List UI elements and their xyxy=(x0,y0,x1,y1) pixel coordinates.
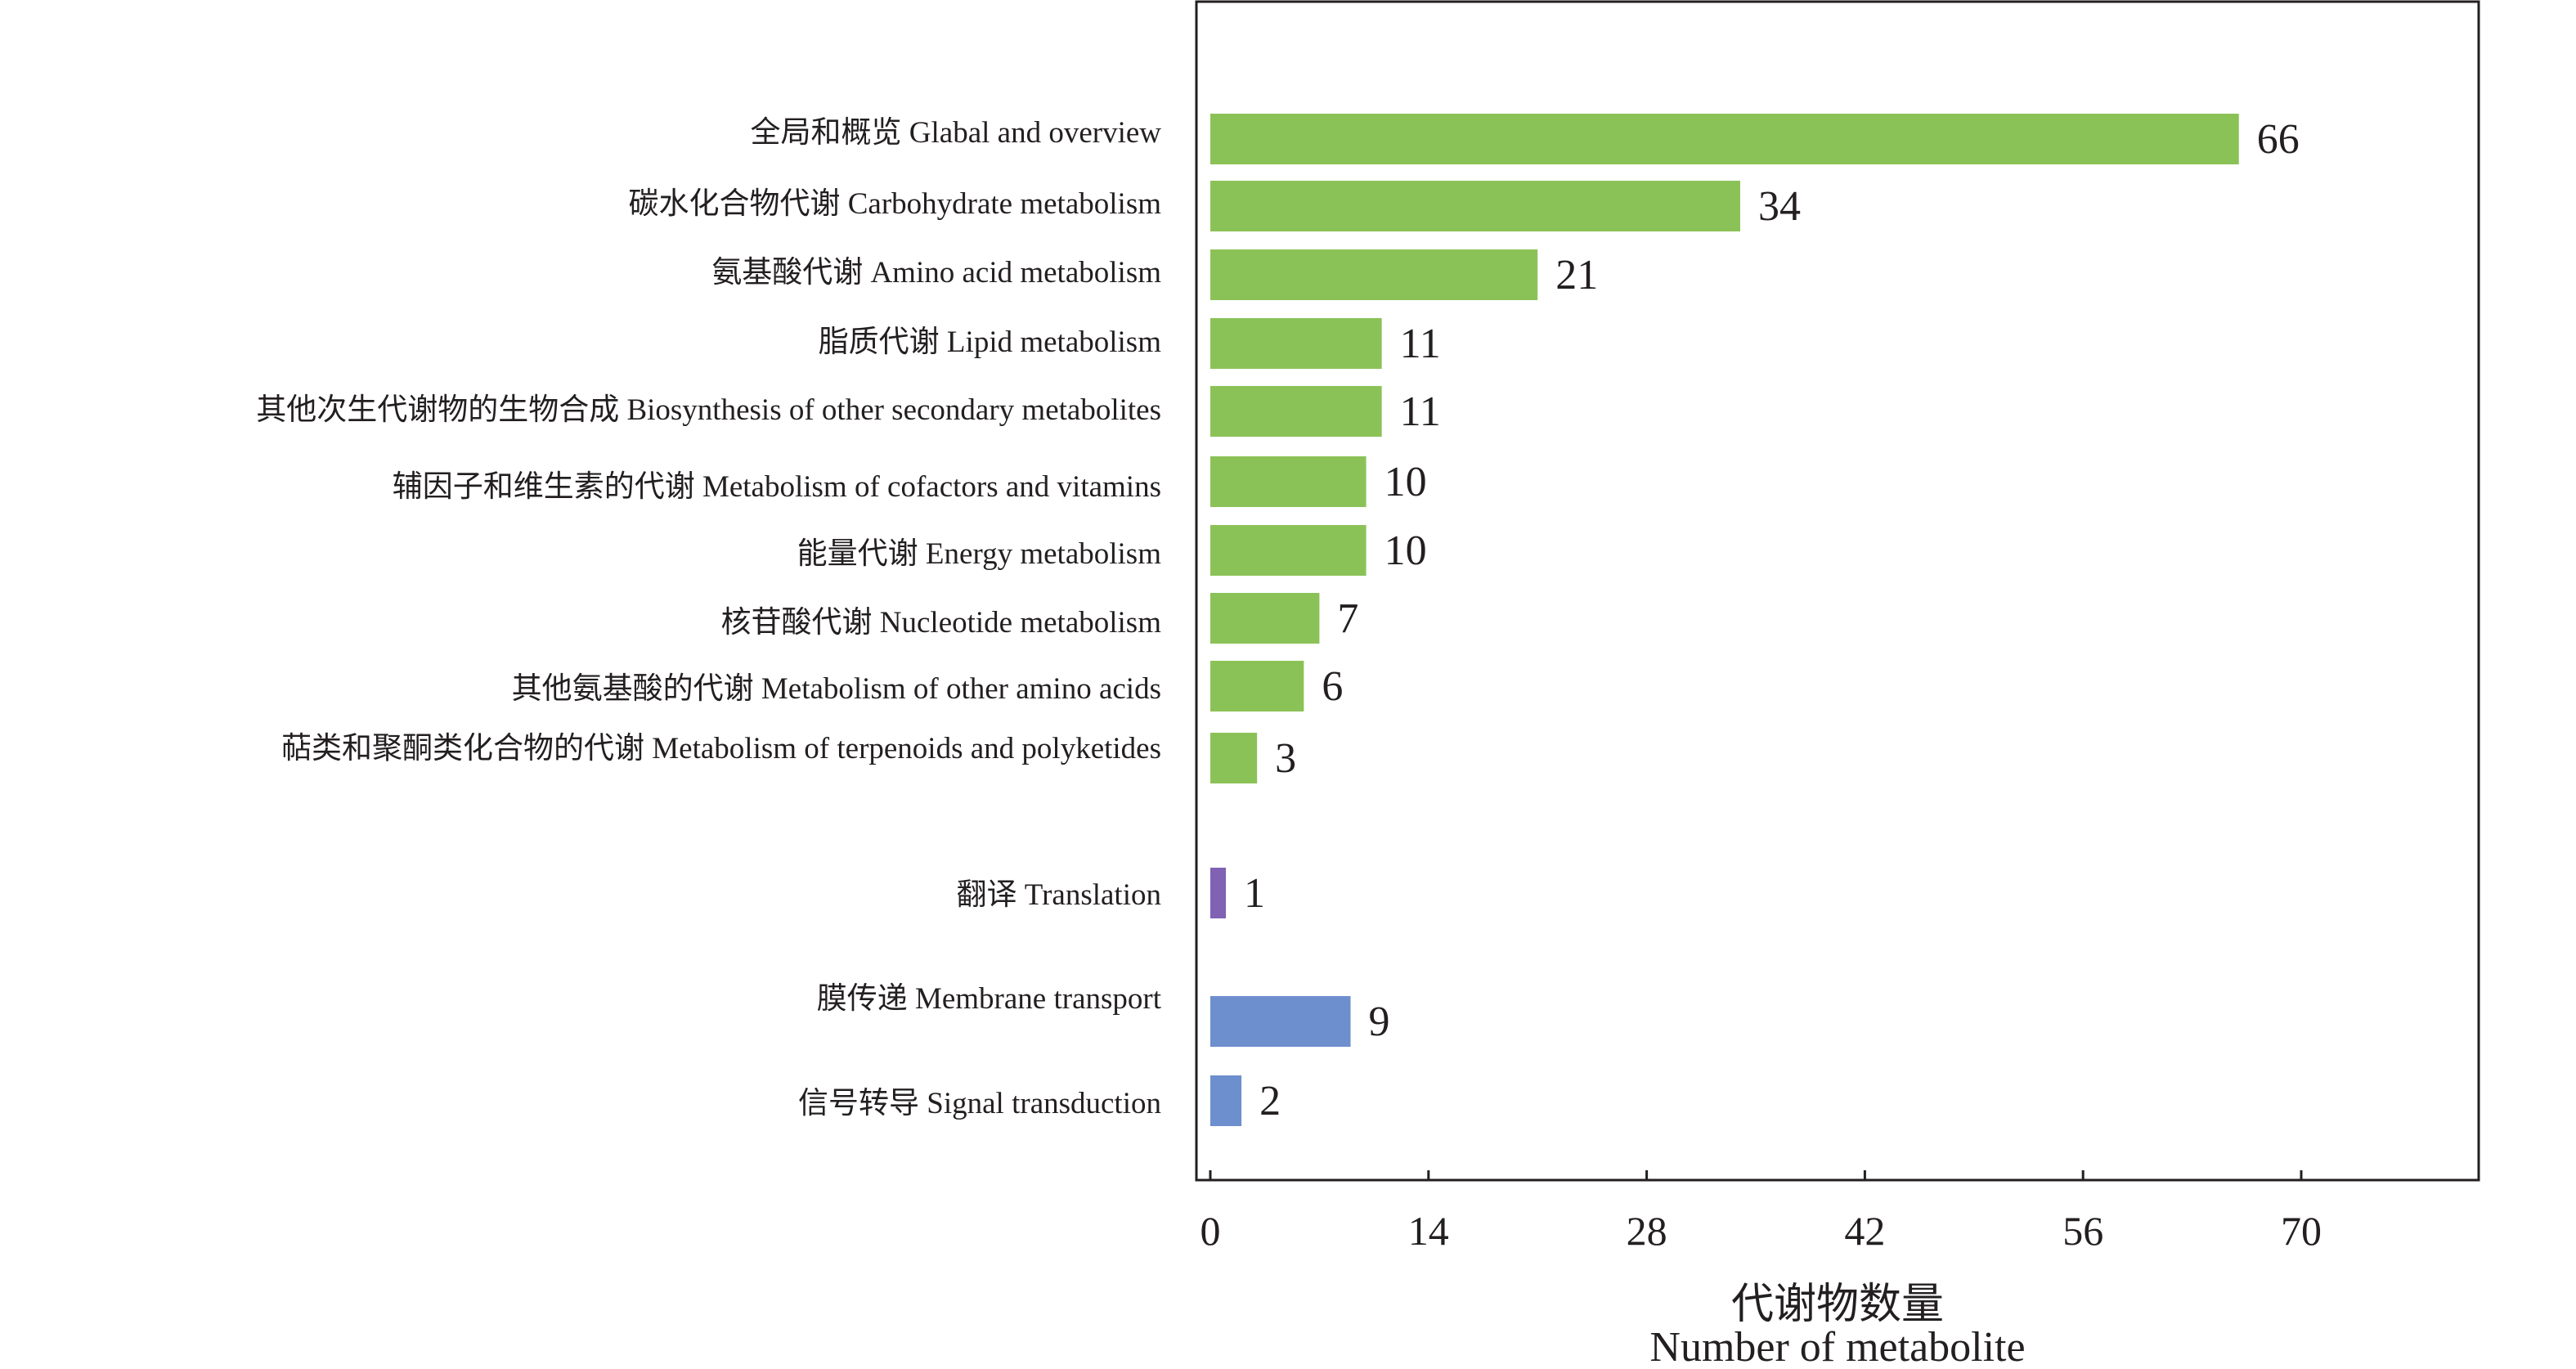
bar-value-label-10: 1 xyxy=(1244,870,1265,917)
bar-8 xyxy=(1210,661,1304,711)
bar-value-label-12: 2 xyxy=(1259,1078,1281,1124)
category-label-9: 萜类和聚酮类化合物的代谢 Metabolism of terpenoids an… xyxy=(281,731,1161,765)
x-tick-label-3: 42 xyxy=(1844,1208,1885,1254)
x-tick-label-5: 70 xyxy=(2281,1208,2322,1254)
bar-value-label-5: 10 xyxy=(1384,459,1427,505)
category-label-12: 信号转导 Signal transduction xyxy=(798,1087,1161,1120)
x-tick-label-0: 0 xyxy=(1200,1208,1221,1254)
bar-value-label-3: 11 xyxy=(1400,321,1441,367)
bar-4 xyxy=(1210,386,1382,437)
bar-value-label-9: 3 xyxy=(1275,735,1296,782)
bar-value-label-8: 6 xyxy=(1322,663,1343,710)
category-label-0: 全局和概览 Glabal and overview xyxy=(751,115,1162,150)
bar-value-label-0: 66 xyxy=(2257,116,2300,163)
bar-3 xyxy=(1210,318,1382,369)
category-label-4: 其他次生代谢物的生物合成 Biosynthesis of other secon… xyxy=(256,393,1161,427)
bar-value-label-7: 7 xyxy=(1337,595,1358,642)
x-tick-label-1: 14 xyxy=(1408,1208,1449,1254)
bar-value-label-2: 21 xyxy=(1555,252,1598,298)
bar-2 xyxy=(1210,249,1538,300)
category-label-5: 辅因子和维生素的代谢 Metabolism of cofactors and v… xyxy=(393,469,1161,504)
category-label-2: 氨基酸代谢 Amino acid metabolism xyxy=(711,255,1161,290)
bar-value-label-11: 9 xyxy=(1369,999,1390,1045)
value-labels-layer: 66 34 21 11 11 10 10 7 63 1 9 2 xyxy=(1244,116,2300,1124)
category-label-3: 脂质代谢 Lipid metabolism xyxy=(819,325,1162,359)
bar-10 xyxy=(1210,868,1227,918)
category-labels-layer: 全局和概览 Glabal and overview 碳水化合物代谢 Carbohy… xyxy=(256,115,1162,1120)
x-axis-ticks: 0 14 28 42 56 70 xyxy=(1200,1170,2322,1254)
bar-12 xyxy=(1210,1075,1242,1126)
bar-value-label-4: 11 xyxy=(1400,388,1441,435)
bar-value-label-1: 34 xyxy=(1758,183,1801,230)
bar-6 xyxy=(1210,525,1367,576)
bar-value-label-6: 10 xyxy=(1384,527,1427,574)
bars-layer xyxy=(1210,114,2239,1126)
category-label-7: 核苷酸代谢 Nucleotide metabolism xyxy=(721,605,1162,640)
plot-frame xyxy=(1195,0,2480,1182)
category-label-6: 能量代谢 Energy metabolism xyxy=(797,536,1162,571)
category-label-8: 其他氨基酸的代谢 Metabolism of other amino acids xyxy=(512,671,1161,706)
bar-1 xyxy=(1210,181,1740,231)
bar-11 xyxy=(1210,996,1351,1047)
x-axis-title-en: Number of metabolite xyxy=(1649,1324,2025,1369)
category-label-10: 翻译 Translation xyxy=(957,878,1161,912)
bar-0 xyxy=(1210,114,2239,164)
bar-5 xyxy=(1210,456,1367,507)
category-label-11: 膜传递 Membrane transport xyxy=(817,981,1162,1016)
x-tick-label-2: 28 xyxy=(1627,1208,1667,1254)
x-tick-label-4: 56 xyxy=(2062,1208,2103,1254)
bar-7 xyxy=(1210,593,1320,644)
category-label-1: 碳水化合物代谢 Carbohydrate metabolism xyxy=(628,186,1161,221)
bar-9 xyxy=(1210,733,1258,783)
x-axis-title-cn: 代谢物数量 xyxy=(1731,1281,1944,1328)
